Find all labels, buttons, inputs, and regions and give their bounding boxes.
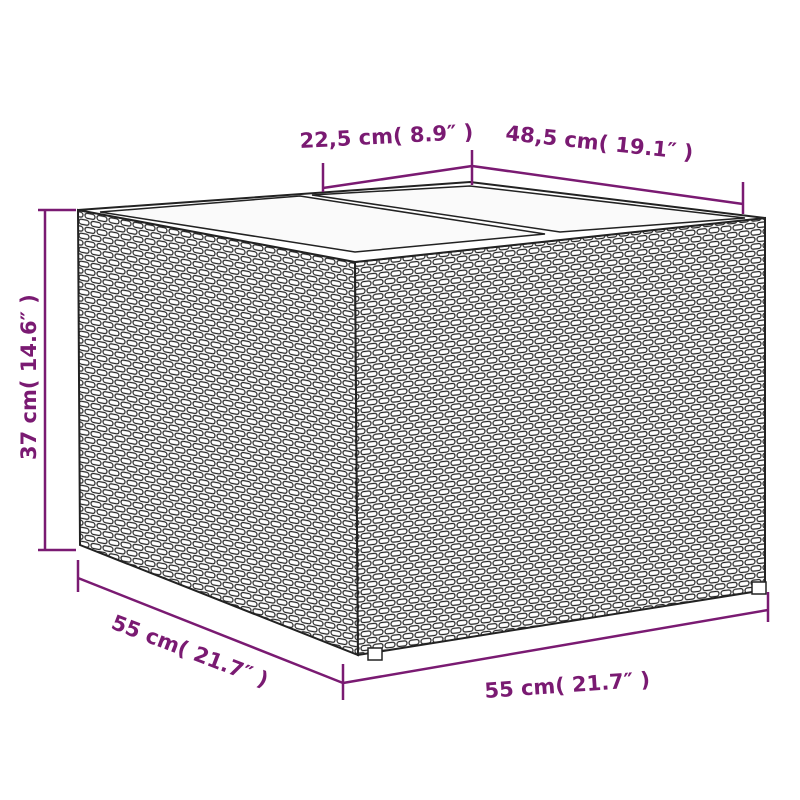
top-width-label: 48,5 cm( 19.1″ ) [504, 121, 694, 165]
glass-panel-right [311, 185, 746, 233]
foot [367, 647, 383, 661]
foot [751, 581, 767, 595]
width-label: 55 cm( 21.7″ ) [484, 667, 651, 703]
dimension-lines [38, 150, 770, 700]
left-face [76, 208, 360, 657]
right-face [353, 216, 766, 657]
top-depth-label: 22,5 cm( 8.9″ ) [299, 120, 474, 153]
height-label: 37 cm( 14.6″ ) [17, 294, 41, 460]
glass-panel-left [99, 195, 546, 253]
